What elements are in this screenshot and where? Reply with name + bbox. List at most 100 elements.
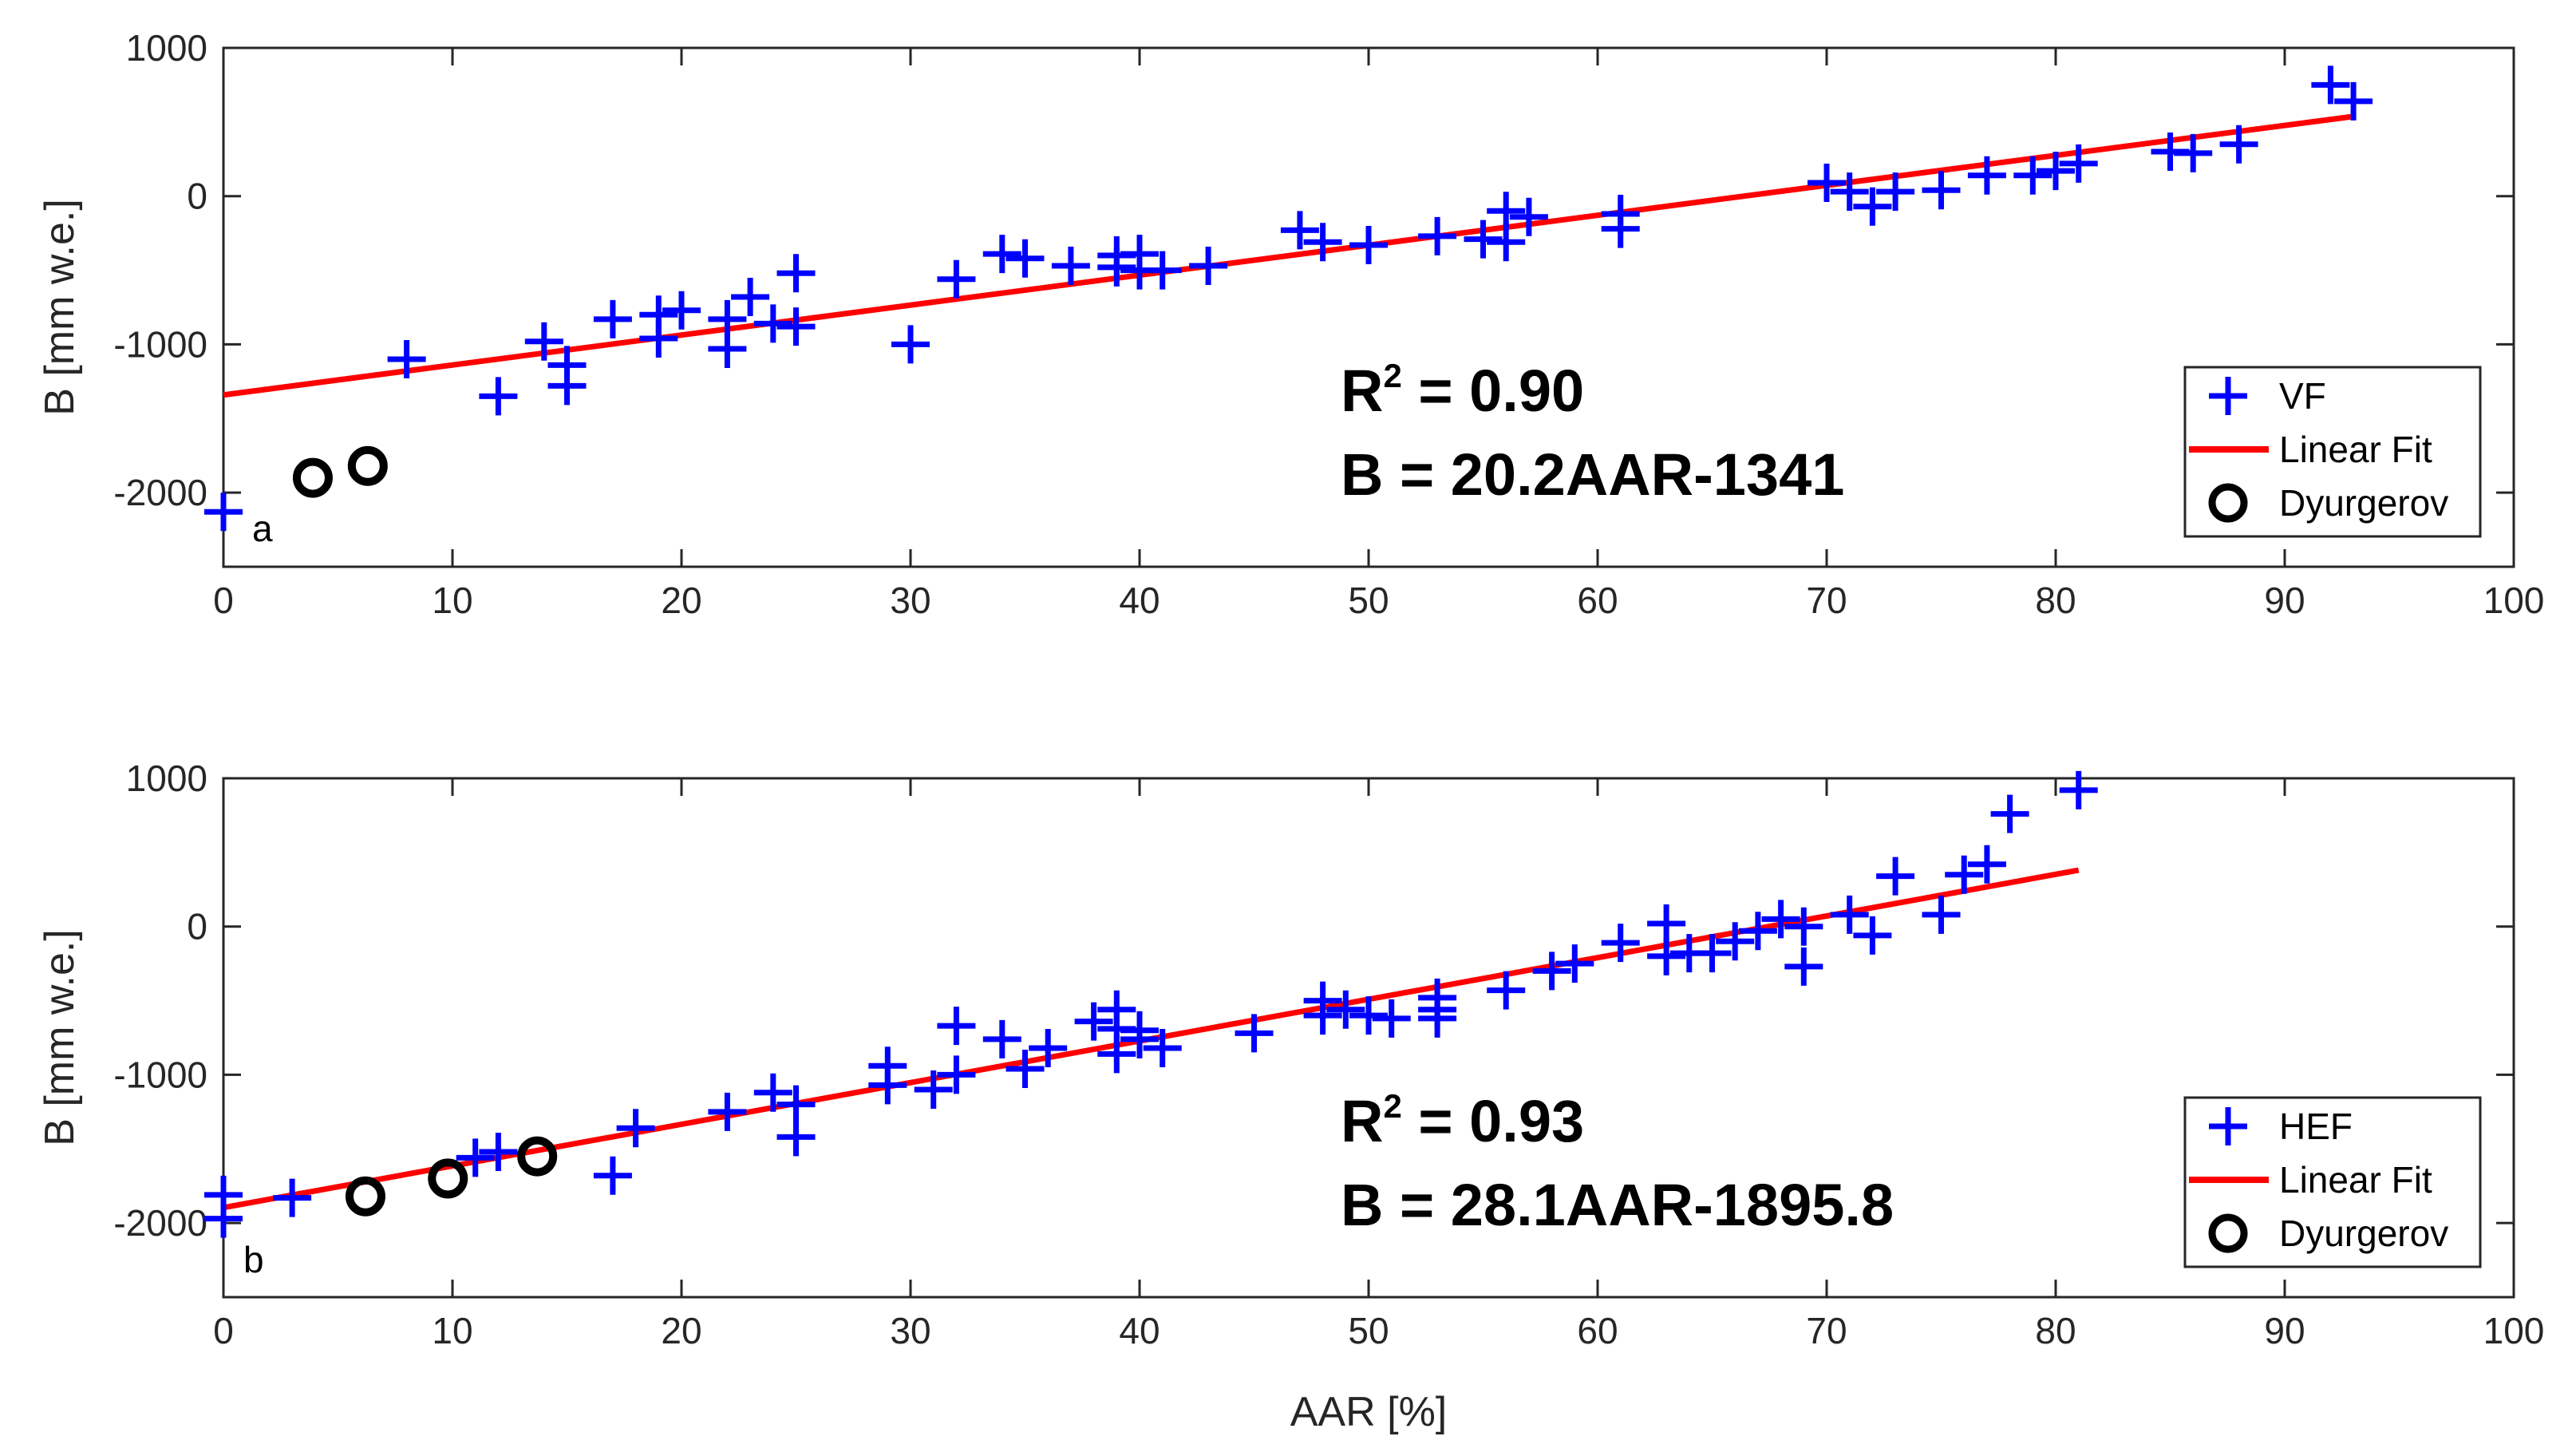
points-layer-b [204, 770, 2098, 1238]
x-tick-label: 70 [1806, 580, 1847, 621]
data-point-plus [1418, 999, 1457, 1038]
data-point-plus [1922, 895, 1961, 934]
legend-circle-icon-a [2208, 483, 2248, 523]
y-axis-label-b: B [mm w.e.] [37, 929, 83, 1146]
y-tick-label: 1000 [126, 758, 207, 799]
data-point-plus [1830, 895, 1869, 934]
data-point-plus [1945, 855, 1984, 894]
data-point-plus [914, 1070, 953, 1109]
legend-b: HEF Linear Fit Dyurgerov [2183, 1096, 2482, 1268]
dyurgerov-point [517, 1136, 558, 1177]
points-layer-a [204, 65, 2373, 532]
data-point-plus [1143, 1029, 1182, 1067]
x-tick-label: 20 [661, 580, 701, 621]
data-point-plus [456, 1138, 495, 1177]
data-point-plus [1808, 164, 1846, 202]
data-point-plus [776, 254, 816, 293]
data-point-plus [616, 1109, 655, 1148]
x-tick-label: 50 [1348, 1310, 1389, 1351]
r-value-a: = 0.90 [1402, 358, 1584, 424]
data-point-plus [1716, 922, 1755, 961]
x-tick-label: 70 [1806, 1310, 1847, 1351]
data-point-plus [479, 1133, 518, 1171]
x-tick-label: 60 [1577, 1310, 1618, 1351]
x-axis-label-b: AAR [%] [1290, 1389, 1448, 1435]
data-point-plus [524, 322, 563, 361]
data-point-plus [387, 340, 426, 378]
data-point-plus [1189, 247, 1228, 285]
data-point-plus [1647, 936, 1686, 975]
fit-layer-a [223, 113, 2354, 398]
r-exponent-a: 2 [1383, 357, 1401, 394]
panel-letter-a: a [252, 508, 273, 549]
dyurgerov-point [345, 1176, 385, 1217]
data-point-plus [1853, 187, 1892, 226]
legend-label-dyurgerov-b: Dyurgerov [2279, 1213, 2448, 1254]
x-tick-label: 40 [1119, 1310, 1160, 1351]
r-squared-annotation-a: R2 = 0.90 [1341, 357, 1584, 424]
data-point-plus [2334, 81, 2373, 121]
data-point-plus [479, 377, 518, 416]
data-point-plus [1235, 1014, 1274, 1053]
y-tick-label: -2000 [113, 472, 207, 513]
data-point-plus [753, 304, 792, 343]
r-exponent-b: 2 [1383, 1087, 1401, 1125]
dyurgerov-layer-a [292, 445, 388, 498]
x-tick-label: 40 [1119, 580, 1160, 621]
y-tick-label: -1000 [113, 323, 207, 365]
data-point-plus [1784, 907, 1823, 946]
data-point-plus [547, 366, 587, 406]
data-point-plus [1280, 211, 1319, 250]
panel-b: 0 10 20 30 40 50 60 70 80 90 100 1000 0 -1000 -2000 B… [37, 758, 2544, 1435]
dyurgerov-point [292, 457, 333, 498]
data-point-plus [868, 1066, 907, 1105]
data-point-plus [1853, 916, 1892, 955]
y-axis-label-a: B [mm w.e.] [37, 199, 83, 416]
dyurgerov-point [347, 445, 388, 486]
data-point-plus [1967, 156, 2006, 195]
data-point-plus [1876, 857, 1915, 896]
legend-plus-icon-b [2209, 1107, 2247, 1145]
data-point-plus [1922, 171, 1961, 210]
data-point-plus [273, 1178, 312, 1217]
data-point-plus [1830, 172, 1869, 212]
data-point-plus [1647, 904, 1686, 943]
x-tick-label: 10 [432, 580, 472, 621]
x-tick-label: 100 [2483, 1310, 2545, 1351]
data-point-plus [1303, 223, 1342, 262]
x-tick-label: 80 [2035, 1310, 2076, 1351]
data-point-plus [937, 1055, 976, 1094]
data-point-plus [1738, 912, 1777, 951]
data-point-plus [731, 278, 770, 316]
data-point-plus [2174, 133, 2213, 172]
data-point-plus [2037, 152, 2075, 191]
data-point-plus [753, 1073, 792, 1112]
data-point-plus [1601, 924, 1640, 963]
panel-letter-b: b [243, 1239, 264, 1280]
data-point-plus [1876, 172, 1915, 212]
data-point-plus [1143, 251, 1182, 290]
x-tick-label: 100 [2483, 580, 2545, 621]
data-point-plus [593, 1156, 632, 1195]
dyurgerov-point [428, 1158, 468, 1199]
data-point-plus [2013, 156, 2053, 195]
y-tick-label: -2000 [113, 1202, 207, 1244]
x-tick-label: 0 [213, 1310, 234, 1351]
x-ticks-b: 0 10 20 30 40 50 60 70 80 90 100 [213, 778, 2544, 1351]
legend-label-dyurgerov-a: Dyurgerov [2279, 482, 2448, 524]
data-point-plus [1555, 944, 1594, 983]
data-point-plus [2311, 65, 2350, 105]
y-tick-label: 1000 [126, 27, 207, 69]
data-point-plus [982, 235, 1021, 274]
legend-label-fit-b: Linear Fit [2279, 1159, 2432, 1201]
equation-annotation-b: B = 28.1AAR-1895.8 [1341, 1172, 1894, 1238]
data-point-plus [937, 259, 976, 299]
x-tick-label: 20 [661, 1310, 701, 1351]
data-point-plus [776, 307, 816, 346]
r-label-b: R [1341, 1088, 1383, 1154]
x-tick-label: 50 [1348, 580, 1389, 621]
x-tick-label: 90 [2264, 580, 2305, 621]
data-point-plus [1693, 934, 1732, 973]
r-value-b: = 0.93 [1402, 1088, 1584, 1154]
